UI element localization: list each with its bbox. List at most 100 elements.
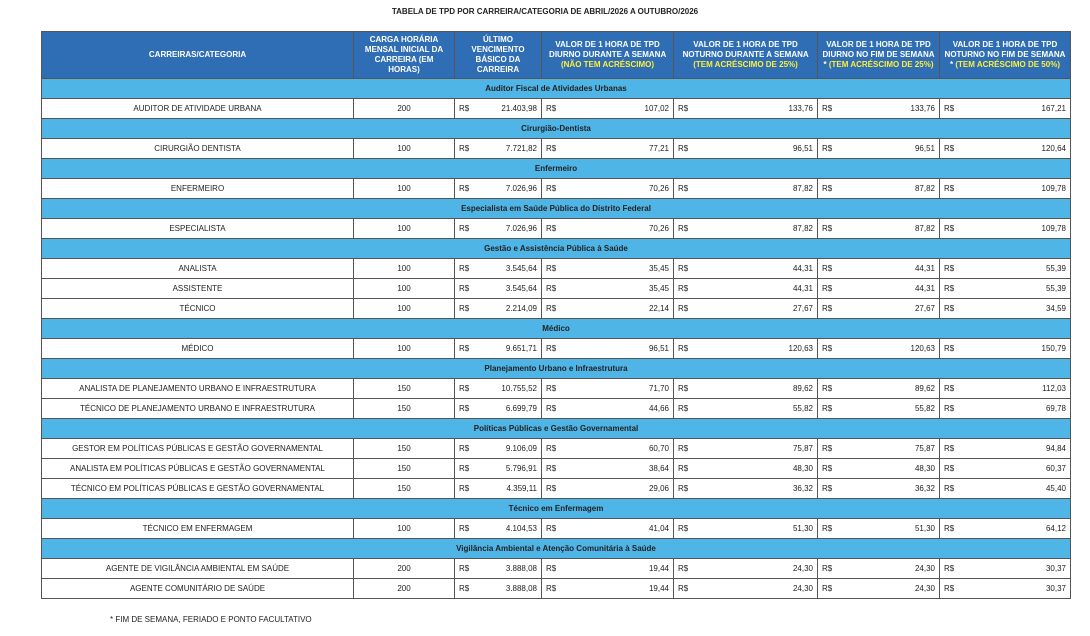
money-cell: R$ 70,26 (541, 178, 674, 199)
currency: R$ (459, 464, 470, 473)
section-row: Vigilância Ambiental e Atenção Comunitár… (41, 538, 1071, 559)
money: R$ 51,30 (822, 524, 935, 533)
header-text: CARREIRAS/CATEGORIA (148, 50, 247, 59)
money: R$ 27,67 (678, 304, 813, 313)
money-cell: R$ 89,62 (673, 378, 818, 399)
table-body: Auditor Fiscal de Atividades Urbanas AUDI… (41, 78, 1071, 599)
section-title: Vigilância Ambiental e Atenção Comunitár… (41, 538, 1071, 559)
currency: R$ (546, 524, 557, 533)
money-cell: R$ 30,37 (939, 558, 1071, 579)
section-title: Enfermeiro (41, 158, 1071, 179)
amount: 96,51 (648, 344, 669, 353)
money-cell: R$ 96,51 (673, 138, 818, 159)
section-row: Cirurgião-Dentista (41, 118, 1071, 139)
money-cell: R$ 22,14 (541, 298, 674, 319)
currency: R$ (822, 484, 833, 493)
currency: R$ (822, 264, 833, 273)
currency: R$ (546, 404, 557, 413)
currency: R$ (459, 484, 470, 493)
column-header: ÚLTIMO VENCIMENTO BÁSICO DA CARREIRA (454, 31, 542, 79)
money-cell: R$ 55,39 (939, 278, 1071, 299)
currency: R$ (822, 404, 833, 413)
amount: 120,64 (1041, 144, 1066, 153)
money: R$ 60,37 (944, 464, 1066, 473)
money-cell: R$ 7.026,96 (454, 218, 542, 239)
footnote: * FIM DE SEMANA, FERIADO E PONTO FACULTA… (110, 615, 312, 624)
money-cell: R$ 96,51 (817, 138, 940, 159)
money: R$ 89,62 (822, 384, 935, 393)
amount: 109,78 (1041, 184, 1066, 193)
currency: R$ (822, 384, 833, 393)
money-cell: R$ 38,64 (541, 458, 674, 479)
currency: R$ (944, 344, 955, 353)
money-cell: R$ 107,02 (541, 98, 674, 119)
data-row: TÉCNICO 100 R$ 2.214,09 R$ 22,14 R$ 27,67 R$ 27,6… (41, 298, 1071, 319)
currency: R$ (459, 304, 470, 313)
money: R$ 19,44 (546, 564, 669, 573)
money: R$ 24,30 (678, 584, 813, 593)
money-cell: R$ 89,62 (817, 378, 940, 399)
money: R$ 60,70 (546, 444, 669, 453)
currency: R$ (678, 144, 689, 153)
section-title: Médico (41, 318, 1071, 339)
money: R$ 19,44 (546, 584, 669, 593)
money: R$ 2.214,09 (459, 304, 537, 313)
amount: 19,44 (648, 584, 669, 593)
amount: 69,78 (1045, 404, 1066, 413)
money-cell: R$ 7.026,96 (454, 178, 542, 199)
money-cell: R$ 44,31 (673, 278, 818, 299)
money-cell: R$ 133,76 (817, 98, 940, 119)
hours-cell: 150 (353, 398, 455, 419)
currency: R$ (459, 384, 470, 393)
money-cell: R$ 9.651,71 (454, 338, 542, 359)
money: R$ 35,45 (546, 264, 669, 273)
money: R$ 87,82 (678, 184, 813, 193)
section-title: Planejamento Urbano e Infraestrutura (41, 358, 1071, 379)
hours-cell: 150 (353, 478, 455, 499)
money: R$ 55,82 (678, 404, 813, 413)
currency: R$ (678, 344, 689, 353)
currency: R$ (678, 404, 689, 413)
money-cell: R$ 64,12 (939, 518, 1071, 539)
amount: 87,82 (792, 224, 813, 233)
amount: 55,39 (1045, 284, 1066, 293)
money-cell: R$ 9.106,09 (454, 438, 542, 459)
money: R$ 6.699,79 (459, 404, 537, 413)
amount: 44,31 (792, 284, 813, 293)
money-cell: R$ 55,39 (939, 258, 1071, 279)
header-note: (TEM ACRÉSCIMO DE 25%) (693, 60, 798, 69)
data-row: AGENTE DE VIGILÂNCIA AMBIENTAL EM SAÚDE 2… (41, 558, 1071, 579)
money-cell: R$ 44,31 (817, 258, 940, 279)
amount: 36,32 (792, 484, 813, 493)
currency: R$ (822, 464, 833, 473)
currency: R$ (546, 304, 557, 313)
currency: R$ (822, 284, 833, 293)
amount: 3.888,08 (505, 564, 537, 573)
amount: 38,64 (648, 464, 669, 473)
hours-cell: 100 (353, 518, 455, 539)
money-cell: R$ 94,84 (939, 438, 1071, 459)
money: R$ 64,12 (944, 524, 1066, 533)
career-name: TÉCNICO (41, 298, 354, 319)
header-text: CARGA HORÁRIA MENSAL INICIAL DA CARREIRA… (364, 35, 444, 74)
amount: 133,76 (788, 104, 813, 113)
amount: 45,40 (1045, 484, 1066, 493)
money: R$ 112,03 (944, 384, 1066, 393)
data-row: TÉCNICO DE PLANEJAMENTO URBANO E INFRAES… (41, 398, 1071, 419)
money-cell: R$ 70,26 (541, 218, 674, 239)
data-row: MÉDICO 100 R$ 9.651,71 R$ 96,51 R$ 120,63 R$ 120,… (41, 338, 1071, 359)
amount: 36,32 (914, 484, 935, 493)
money: R$ 109,78 (944, 184, 1066, 193)
money: R$ 94,84 (944, 444, 1066, 453)
career-name: ANALISTA (41, 258, 354, 279)
amount: 19,44 (648, 564, 669, 573)
money: R$ 44,31 (678, 264, 813, 273)
money-cell: R$ 120,63 (817, 338, 940, 359)
amount: 34,59 (1045, 304, 1066, 313)
money-cell: R$ 34,59 (939, 298, 1071, 319)
money-cell: R$ 69,78 (939, 398, 1071, 419)
hours-cell: 200 (353, 558, 455, 579)
amount: 4.359,11 (506, 484, 537, 493)
currency: R$ (678, 184, 689, 193)
money: R$ 51,30 (678, 524, 813, 533)
